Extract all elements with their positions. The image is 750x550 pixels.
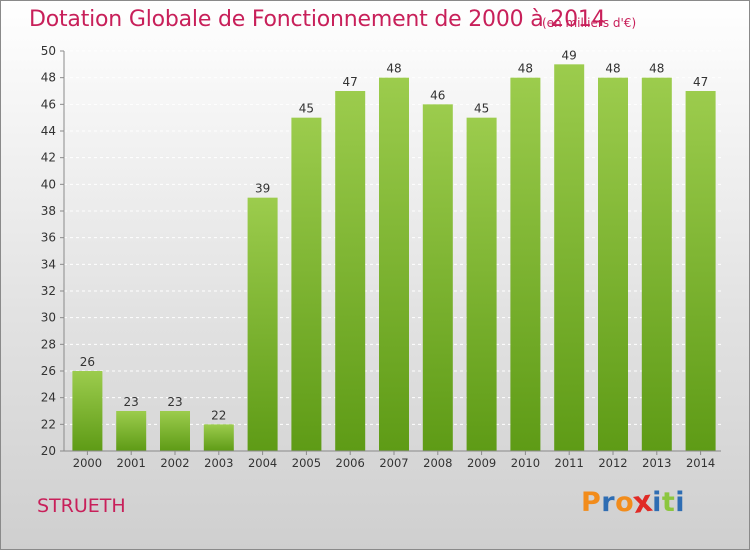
bar-value-label: 23 [124, 395, 139, 409]
y-tick-label: 46 [41, 97, 56, 111]
bar-value-label: 45 [299, 102, 314, 116]
x-tick-label: 2011 [555, 456, 584, 470]
x-tick-label: 2009 [467, 456, 496, 470]
bar-2003 [203, 424, 234, 451]
axes: 20 22 24 26 28 30 32 34 36 38 40 42 44 46 48 50 2000 2001… [41, 44, 721, 470]
logo-letter: P [581, 487, 602, 518]
x-tick-label: 2000 [73, 456, 102, 470]
x-tick-label: 2007 [379, 456, 408, 470]
y-tick-label: 22 [41, 417, 56, 431]
bar-2008 [422, 104, 453, 451]
bar-value-label: 26 [80, 355, 95, 369]
x-tick-label: 2014 [686, 456, 715, 470]
y-tick-label: 42 [41, 151, 56, 165]
bar-value-label: 48 [518, 62, 533, 76]
chart-title: Dotation Globale de Fonctionnement de 20… [29, 7, 606, 32]
bar-2010 [510, 77, 541, 452]
y-tick-label: 44 [41, 124, 56, 138]
x-tick-label: 2005 [292, 456, 321, 470]
x-tick-label: 2013 [642, 456, 671, 470]
x-tick-label: 2001 [117, 456, 146, 470]
x-tick-label: 2003 [204, 456, 233, 470]
bar-2014 [685, 91, 716, 451]
bar-2001 [116, 411, 147, 451]
y-tick-label: 48 [41, 71, 56, 85]
bar-2002 [160, 411, 190, 451]
logo-letter: i [675, 487, 686, 518]
logo-letter: o [615, 487, 635, 518]
bar-2013 [641, 77, 672, 452]
y-tick-label: 30 [41, 311, 56, 325]
logo-letter: i [652, 487, 662, 518]
x-tick-label: 2004 [248, 456, 277, 470]
y-tick-label: 38 [41, 204, 56, 218]
bar-2006 [335, 91, 366, 451]
y-tick-label: 26 [41, 364, 56, 378]
y-tick-label: 32 [41, 284, 56, 298]
bar-2012 [598, 77, 628, 452]
bar-value-label: 49 [562, 48, 577, 62]
bar-2000 [72, 371, 103, 451]
bar-value-label: 45 [474, 102, 489, 116]
y-tick-label: 36 [41, 231, 56, 245]
x-tick-label: 2002 [160, 456, 189, 470]
y-tick-label: 20 [41, 444, 56, 458]
logo-letter: t [661, 487, 676, 518]
bar-2005 [291, 117, 322, 452]
bar-2004 [247, 197, 278, 451]
proxiti-logo: Proxiti [581, 484, 686, 521]
x-tick-label: 2012 [598, 456, 627, 470]
bar-value-label: 48 [386, 62, 401, 76]
bars [72, 64, 716, 452]
bar-2011 [554, 64, 585, 452]
y-tick-label: 24 [41, 391, 56, 405]
chart-unit-subtitle: (en milliers d'€) [542, 16, 637, 30]
bar-2007 [379, 77, 409, 452]
y-tick-label: 34 [41, 257, 56, 271]
y-tick-label: 40 [41, 177, 56, 191]
logo-letter: r [601, 487, 616, 518]
x-tick-label: 2010 [511, 456, 540, 470]
data-labels: 26 23 23 22 39 45 47 48 46 45 48 49 48 48 47 [80, 48, 708, 422]
bar-value-label: 46 [430, 88, 445, 102]
bar-value-label: 47 [343, 75, 358, 89]
x-tick-label: 2008 [423, 456, 452, 470]
y-tick-label: 50 [41, 44, 56, 58]
y-tick-label: 28 [41, 337, 56, 351]
commune-name: STRUETH [37, 495, 126, 517]
bar-value-label: 47 [693, 75, 708, 89]
bar-value-label: 48 [649, 62, 664, 76]
bar-value-label: 39 [255, 182, 270, 196]
bar-value-label: 22 [211, 408, 226, 422]
bar-value-label: 23 [167, 395, 182, 409]
x-tick-label: 2006 [336, 456, 365, 470]
bar-2009 [466, 117, 497, 452]
bar-value-label: 48 [605, 62, 620, 76]
